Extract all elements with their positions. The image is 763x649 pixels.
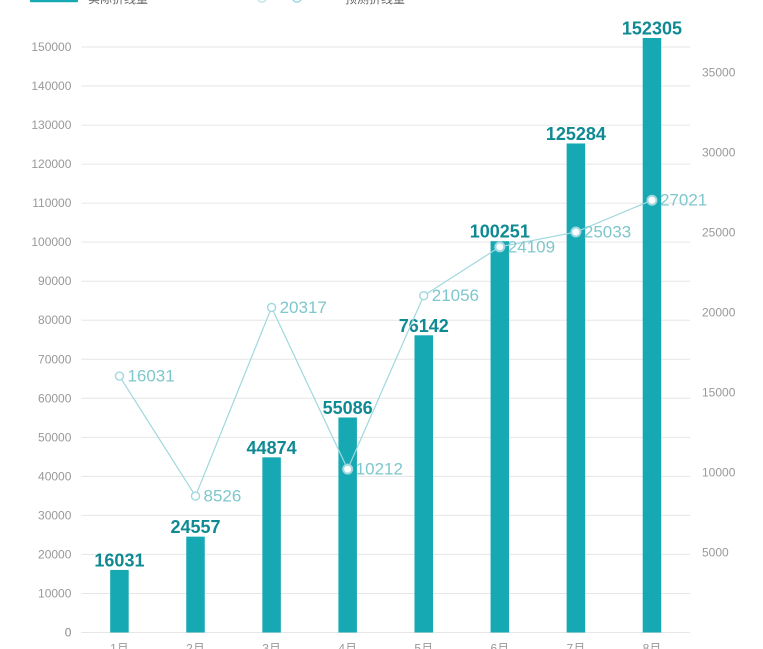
svg-text:55086: 55086 bbox=[323, 398, 373, 418]
svg-text:100000: 100000 bbox=[31, 235, 71, 249]
svg-text:20000: 20000 bbox=[38, 547, 72, 561]
svg-text:27021: 27021 bbox=[660, 191, 707, 210]
svg-text:70000: 70000 bbox=[38, 352, 72, 366]
svg-text:0: 0 bbox=[65, 626, 72, 640]
svg-text:140000: 140000 bbox=[31, 79, 71, 93]
svg-text:125284: 125284 bbox=[546, 124, 606, 144]
svg-text:15000: 15000 bbox=[702, 386, 736, 400]
svg-text:8月: 8月 bbox=[643, 642, 662, 649]
svg-text:120000: 120000 bbox=[31, 157, 71, 171]
svg-text:44874: 44874 bbox=[247, 438, 297, 458]
svg-text:实际折线量: 实际折线量 bbox=[88, 0, 148, 6]
svg-text:16031: 16031 bbox=[94, 550, 144, 570]
svg-text:30000: 30000 bbox=[38, 508, 72, 522]
svg-text:80000: 80000 bbox=[38, 313, 72, 327]
svg-text:10000: 10000 bbox=[702, 466, 736, 480]
svg-text:8526: 8526 bbox=[204, 487, 242, 506]
svg-text:4月: 4月 bbox=[338, 642, 357, 649]
svg-text:30000: 30000 bbox=[702, 146, 736, 160]
svg-text:20000: 20000 bbox=[702, 306, 736, 320]
svg-text:76142: 76142 bbox=[399, 316, 449, 336]
svg-text:60000: 60000 bbox=[38, 391, 72, 405]
svg-text:5000: 5000 bbox=[702, 546, 729, 560]
svg-text:21056: 21056 bbox=[432, 286, 479, 305]
svg-text:150000: 150000 bbox=[31, 40, 71, 54]
svg-text:90000: 90000 bbox=[38, 274, 72, 288]
svg-text:1月: 1月 bbox=[110, 642, 129, 649]
svg-text:16031: 16031 bbox=[127, 367, 174, 386]
svg-text:24557: 24557 bbox=[170, 517, 220, 537]
svg-text:10000: 10000 bbox=[38, 586, 72, 600]
svg-text:50000: 50000 bbox=[38, 430, 72, 444]
svg-text:2月: 2月 bbox=[186, 642, 205, 649]
svg-text:3月: 3月 bbox=[262, 642, 281, 649]
svg-text:7月: 7月 bbox=[567, 642, 586, 649]
svg-text:25000: 25000 bbox=[702, 226, 736, 240]
svg-text:24109: 24109 bbox=[508, 237, 555, 256]
svg-text:35000: 35000 bbox=[702, 66, 736, 80]
svg-text:预测折线量: 预测折线量 bbox=[345, 0, 405, 6]
svg-text:152305: 152305 bbox=[622, 19, 682, 39]
svg-text:25033: 25033 bbox=[584, 223, 631, 242]
svg-text:40000: 40000 bbox=[38, 469, 72, 483]
svg-text:5月: 5月 bbox=[414, 642, 433, 649]
svg-text:110000: 110000 bbox=[32, 196, 71, 210]
svg-text:130000: 130000 bbox=[31, 118, 71, 132]
svg-text:10212: 10212 bbox=[356, 460, 403, 479]
svg-text:6月: 6月 bbox=[490, 642, 509, 649]
svg-text:20317: 20317 bbox=[280, 298, 327, 317]
